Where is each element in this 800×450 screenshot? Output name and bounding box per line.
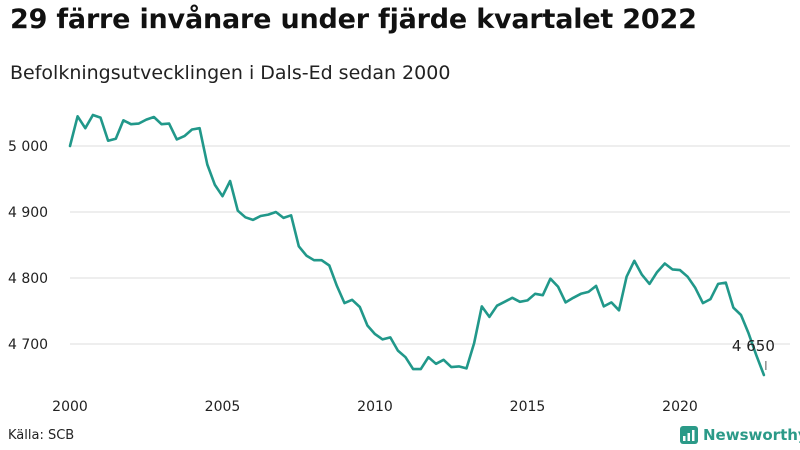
annotation-layer: 4 650 [732,337,775,371]
x-tick-label-2000: 2000 [52,399,88,415]
y-tick-label-4800: 4 800 [8,271,48,287]
annotation-last-value: 4 650 [732,337,775,355]
x-tick-label-2015: 2015 [510,399,546,415]
y-tick-labels: 4 700 4 800 4 900 5 000 [8,139,48,353]
chart-title: 29 färre invånare under fjärde kvartalet… [10,4,697,35]
x-tick-label-2005: 2005 [205,399,241,415]
y-tick-label-4900: 4 900 [8,205,48,221]
newsworthy-logo-icon [680,426,698,444]
source-note: Källa: SCB [8,428,75,443]
brand-logo: Newsworthy [680,426,800,444]
x-tick-label-2020: 2020 [662,399,698,415]
series-layer [68,113,766,377]
x-tick-label-2010: 2010 [357,399,393,415]
grid-lines [70,145,790,345]
series-line-0 [68,113,766,377]
x-tick-labels: 2000 2005 2010 2015 2020 [52,399,698,415]
y-tick-label-5000: 5 000 [8,139,48,155]
brand-name: Newsworthy [703,426,800,444]
y-tick-label-4700: 4 700 [8,337,48,353]
chart-subtitle: Befolkningsutvecklingen i Dals-Ed sedan … [10,62,451,84]
